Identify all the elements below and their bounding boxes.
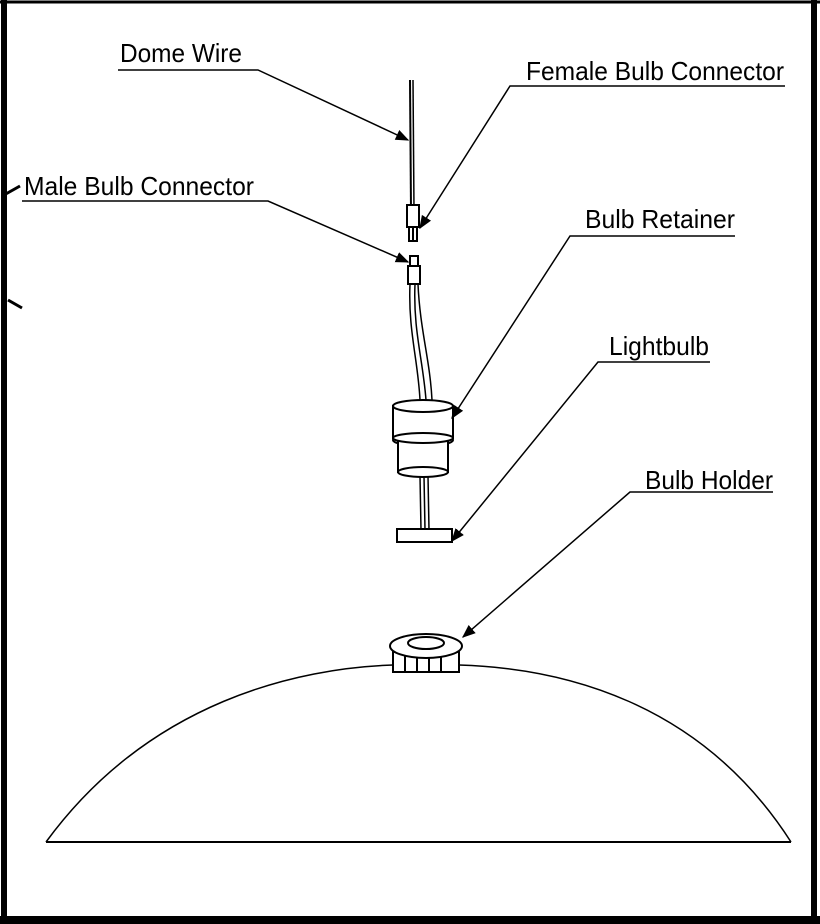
dome [45,664,792,843]
callout-leaders [22,69,785,638]
bulb-retainer [392,399,454,478]
dome-wire-label: Dome Wire [120,38,242,68]
bulb-holder-label: Bulb Holder [645,465,773,495]
female-bulb-connector [406,204,420,242]
bulb-holder [389,633,463,673]
lead-wires [408,283,433,401]
male-bulb-connector-label: Male Bulb Connector [24,171,254,201]
dome-wire [409,79,415,211]
lightbulb [396,475,453,543]
bulb-retainer-label: Bulb Retainer [585,204,735,234]
female-bulb-connector-label: Female Bulb Connector [526,56,784,86]
lightbulb-label: Lightbulb [609,331,709,361]
male-bulb-connector [407,255,421,285]
